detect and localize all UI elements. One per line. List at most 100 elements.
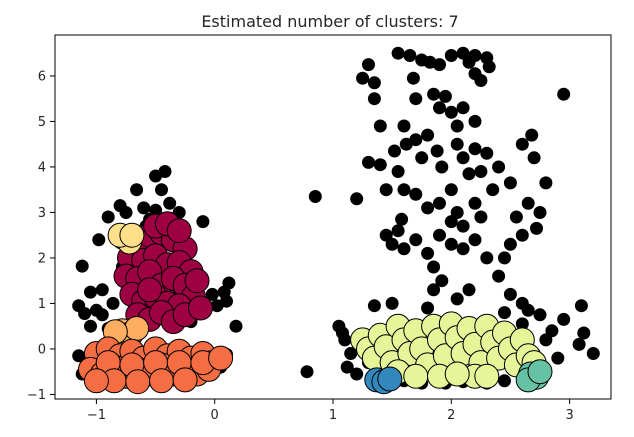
noise-point-109 (503, 176, 517, 190)
noise-point-121 (456, 242, 470, 256)
cluster-6-point-3 (527, 359, 553, 385)
noise-point-80 (450, 119, 464, 133)
x-tick-label: 0 (211, 408, 219, 423)
noise-point-126 (409, 233, 423, 247)
noise-point-115 (515, 228, 529, 242)
cluster-1-point-32 (184, 268, 210, 294)
noise-point-108 (486, 183, 500, 197)
noise-point-113 (521, 196, 535, 210)
noise-point-105 (456, 219, 470, 233)
noise-point-88 (430, 144, 444, 158)
noise-point-69 (468, 49, 482, 62)
noise-point-137 (503, 287, 517, 301)
cluster-2-point-3 (119, 222, 145, 248)
noise-point-59 (373, 119, 387, 133)
noise-point-33 (84, 319, 97, 333)
noise-point-120 (468, 233, 482, 247)
cluster-5-point-32 (403, 363, 429, 389)
noise-point-77 (433, 101, 446, 115)
noise-point-153 (530, 221, 543, 235)
cluster-3-point-2 (124, 316, 150, 341)
noise-point-142 (539, 333, 553, 347)
noise-point-135 (450, 292, 464, 306)
noise-point-57 (373, 158, 387, 172)
x-tick-label: −1 (87, 408, 106, 423)
noise-point-133 (435, 274, 449, 288)
noise-point-12 (137, 201, 151, 215)
noise-point-10 (119, 206, 133, 219)
x-tick-label: 1 (329, 408, 337, 423)
noise-point-31 (205, 287, 219, 301)
noise-point-26 (217, 285, 231, 299)
noise-point-58 (379, 183, 393, 197)
noise-point-99 (397, 183, 411, 197)
cluster-4-point-29 (149, 368, 174, 394)
noise-point-159 (421, 301, 435, 315)
noise-point-127 (397, 242, 411, 256)
noise-point-122 (444, 237, 458, 251)
noise-point-55 (367, 92, 381, 106)
y-tick-label: 5 (38, 115, 46, 130)
y-axis: −1 0 1 2 3 4 5 6 (27, 69, 55, 403)
noise-point-118 (492, 269, 506, 283)
noise-point-53 (356, 71, 370, 85)
noise-point-152 (533, 206, 547, 219)
noise-point-86 (415, 151, 429, 165)
noise-point-42 (210, 299, 224, 313)
plot-marks (72, 46, 600, 395)
noise-point-16 (163, 196, 177, 210)
cluster-1-point-31 (137, 277, 163, 303)
noise-point-148 (586, 347, 600, 360)
x-tick-label: 2 (447, 408, 455, 423)
y-tick-label: −1 (27, 388, 46, 403)
noise-point-51 (340, 360, 354, 374)
noise-point-92 (462, 167, 476, 181)
noise-point-66 (444, 49, 458, 62)
noise-point-95 (480, 146, 494, 160)
noise-point-27 (229, 319, 243, 333)
noise-point-139 (521, 303, 535, 317)
noise-point-89 (435, 160, 449, 174)
noise-point-130 (385, 237, 399, 251)
noise-point-91 (456, 151, 470, 165)
noise-point-74 (406, 71, 420, 85)
noise-point-5 (92, 233, 106, 247)
cluster-1-point-33 (188, 295, 213, 321)
cluster-4-point-30 (172, 367, 198, 393)
noise-point-111 (527, 151, 541, 165)
cluster-4-point-32 (208, 345, 234, 371)
y-tick-label: 3 (38, 206, 46, 221)
noise-point-73 (468, 67, 482, 81)
cluster-7-point-2 (377, 366, 403, 392)
cluster-5-point-34 (444, 361, 470, 387)
noise-point-104 (450, 206, 464, 219)
noise-point-144 (551, 351, 565, 365)
noise-point-141 (545, 324, 559, 338)
noise-point-151 (539, 176, 553, 190)
noise-point-62 (403, 49, 417, 62)
noise-point-83 (397, 119, 411, 133)
noise-point-112 (525, 128, 539, 142)
noise-point-100 (409, 187, 423, 201)
cluster-1-point-30 (166, 218, 192, 244)
noise-point-81 (456, 101, 470, 115)
cluster-4-point-28 (125, 369, 151, 395)
noise-point-94 (474, 165, 488, 178)
noise-point-125 (427, 260, 441, 274)
noise-point-6 (101, 210, 115, 224)
noise-point-93 (468, 142, 482, 156)
noise-point-119 (480, 251, 494, 265)
noise-point-65 (433, 58, 446, 72)
y-tick-label: 0 (38, 342, 46, 357)
noise-point-50 (344, 347, 358, 360)
noise-point-96 (492, 160, 506, 174)
noise-point-60 (367, 76, 381, 90)
noise-point-147 (577, 326, 591, 340)
noise-point-1 (84, 285, 97, 299)
noise-point-134 (427, 283, 441, 297)
noise-point-7 (95, 283, 109, 297)
noise-point-101 (421, 201, 435, 215)
noise-point-158 (385, 296, 399, 310)
noise-point-117 (498, 251, 511, 265)
